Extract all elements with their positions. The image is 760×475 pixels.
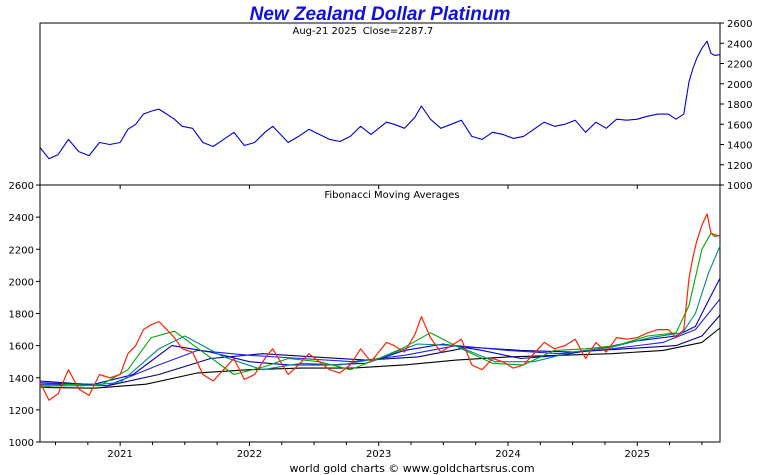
x-tick-label: 2022 bbox=[237, 449, 262, 460]
bottom-y-tick-label: 2600 bbox=[9, 181, 34, 192]
chart-date-label: Aug-21 2025 bbox=[293, 26, 358, 37]
price-series-line bbox=[39, 40, 721, 160]
top-y-tick-label: 1800 bbox=[727, 100, 752, 111]
chart-title: New Zealand Dollar Platinum bbox=[250, 4, 511, 25]
top-y-tick-label: 2600 bbox=[727, 19, 752, 30]
top-y-tick-label: 2200 bbox=[727, 60, 752, 71]
top-y-tick-label: 2000 bbox=[727, 80, 752, 91]
bottom-y-tick-label: 1800 bbox=[9, 310, 34, 321]
bottom-y-tick-label: 1200 bbox=[9, 406, 34, 417]
x-axis: 2021 2022 2023 2024 2025 bbox=[55, 185, 703, 460]
moving-average-line bbox=[39, 213, 721, 401]
moving-average-line bbox=[39, 232, 721, 388]
bottom-y-tick-label: 2000 bbox=[9, 277, 34, 288]
bottom-y-tick-label: 1600 bbox=[9, 342, 34, 353]
top-y-tick-label: 2400 bbox=[727, 39, 752, 50]
x-tick-label: 2024 bbox=[495, 449, 520, 460]
moving-average-line bbox=[40, 277, 721, 385]
bottom-y-tick-label: 1400 bbox=[9, 374, 34, 385]
top-y-axis: 1000 1200 1400 1600 1800 2000 2200 2400 2600 bbox=[720, 19, 752, 192]
x-tick-label: 2023 bbox=[366, 449, 391, 460]
bottom-y-tick-label: 2400 bbox=[9, 213, 34, 224]
top-y-tick-label: 1600 bbox=[727, 120, 752, 131]
moving-average-line bbox=[40, 245, 721, 387]
moving-average-line bbox=[39, 298, 721, 387]
top-y-tick-label: 1400 bbox=[727, 141, 752, 152]
x-tick-label: 2025 bbox=[625, 449, 650, 460]
top-y-tick-label: 1200 bbox=[727, 161, 752, 172]
x-tick-label: 2021 bbox=[107, 449, 132, 460]
moving-average-line bbox=[39, 314, 721, 387]
bottom-series-group bbox=[39, 213, 721, 401]
moving-average-line bbox=[39, 327, 721, 389]
bottom-y-axis: 1000 1200 1400 1600 1800 2000 2200 2400 2600 bbox=[9, 181, 40, 449]
top-y-tick-label: 1000 bbox=[727, 181, 752, 192]
fibonacci-panel-title: Fibonacci Moving Averages bbox=[324, 190, 459, 201]
bottom-panel-frame bbox=[39, 184, 721, 443]
footer-credit: world gold charts © www.goldchartsrus.co… bbox=[289, 462, 534, 475]
top-series-group bbox=[39, 40, 721, 160]
top-panel-frame bbox=[39, 22, 721, 186]
bottom-y-tick-label: 1000 bbox=[9, 438, 34, 449]
bottom-y-tick-label: 2200 bbox=[9, 245, 34, 256]
chart-close-label: Close=2287.7 bbox=[363, 26, 434, 37]
